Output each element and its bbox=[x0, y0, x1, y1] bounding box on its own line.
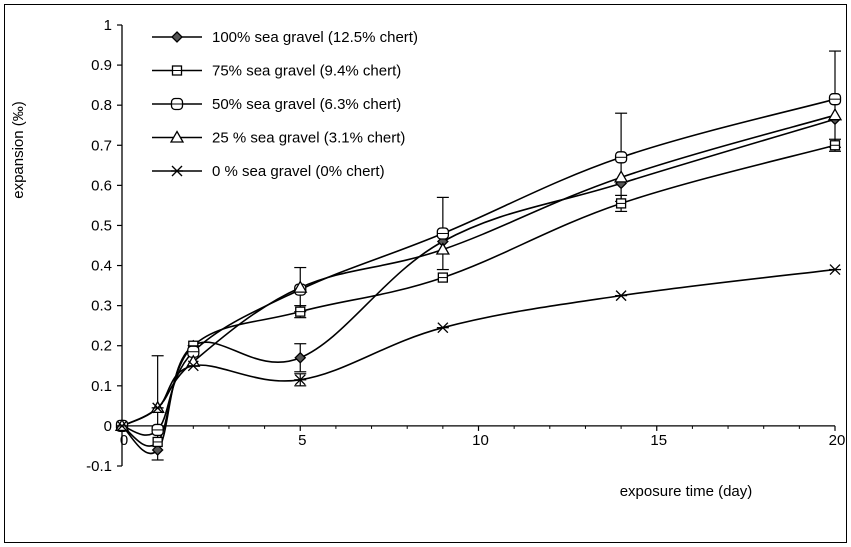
point-triangle bbox=[827, 107, 843, 121]
legend-label: 0 % sea gravel (0% chert) bbox=[212, 163, 385, 180]
y-tick-label: 0.5 bbox=[91, 217, 112, 234]
y-tick-label: -0.1 bbox=[86, 458, 112, 475]
point-asterisk bbox=[294, 374, 307, 386]
x-tick-label: 15 bbox=[650, 432, 667, 449]
legend-label: 50% sea gravel (6.3% chert) bbox=[212, 96, 401, 113]
x-tick-label: 5 bbox=[298, 432, 306, 449]
legend-label: 25 % sea gravel (3.1% chert) bbox=[212, 130, 405, 147]
y-tick-label: 0.3 bbox=[91, 298, 112, 315]
y-tick-label: 0 bbox=[104, 418, 112, 435]
markers bbox=[114, 93, 843, 456]
series-line-0 bbox=[121, 118, 836, 455]
legend-marker-triangle bbox=[169, 130, 185, 143]
legend-item: 75% sea gravel (9.4% chert) bbox=[152, 63, 401, 80]
legend-marker-square bbox=[171, 65, 183, 76]
point-square bbox=[829, 140, 841, 151]
legend-item: 0 % sea gravel (0% chert) bbox=[152, 163, 385, 180]
point-circle bbox=[614, 151, 628, 164]
point-asterisk bbox=[151, 402, 164, 414]
y-tick-label: 0.1 bbox=[91, 378, 112, 395]
point-diamond bbox=[151, 444, 164, 456]
legend-label: 75% sea gravel (9.4% chert) bbox=[212, 63, 401, 80]
point-triangle bbox=[613, 170, 629, 183]
legend-label: 100% sea gravel (12.5% chert) bbox=[212, 29, 418, 46]
point-square bbox=[152, 436, 163, 448]
x-tick-label: 0 bbox=[120, 432, 128, 449]
point-circle bbox=[828, 93, 842, 106]
series-line-3 bbox=[121, 114, 836, 427]
chart-frame bbox=[4, 4, 847, 543]
point-asterisk bbox=[116, 420, 128, 432]
legend-marker-circle bbox=[170, 97, 184, 111]
legend: 100% sea gravel (12.5% chert) 75% sea gra… bbox=[152, 29, 418, 180]
point-asterisk bbox=[187, 360, 200, 372]
point-triangle bbox=[293, 280, 308, 293]
y-tick-label: 0.6 bbox=[91, 177, 112, 194]
y-tick-label: 0.8 bbox=[91, 97, 112, 114]
legend-marker-diamond bbox=[171, 31, 183, 43]
legend-item: 100% sea gravel (12.5% chert) bbox=[152, 29, 418, 46]
y-tick-label: 0.2 bbox=[91, 338, 112, 355]
legend-item: 25 % sea gravel (3.1% chert) bbox=[152, 130, 405, 147]
y-tick-label: 0.4 bbox=[91, 258, 112, 275]
y-tick-label: 1 bbox=[104, 17, 112, 34]
point-circle bbox=[151, 423, 164, 437]
series-line-4 bbox=[121, 268, 836, 427]
series-line-1 bbox=[121, 144, 836, 447]
point-asterisk bbox=[829, 264, 841, 276]
point-square bbox=[615, 198, 627, 209]
legend-marker-asterisk bbox=[171, 165, 183, 177]
point-triangle bbox=[435, 242, 450, 255]
axes: -0.100.10.20.30.40.50.60.70.80.910 5 10 15 2… bbox=[86, 17, 845, 475]
x-tick-label: 10 bbox=[472, 432, 489, 449]
x-axis-title: exposure time (day) bbox=[620, 483, 753, 500]
x-tick-label: 20 bbox=[829, 432, 846, 449]
point-circle bbox=[436, 227, 450, 240]
point-asterisk bbox=[436, 322, 449, 334]
point-asterisk bbox=[615, 290, 628, 302]
point-diamond bbox=[294, 351, 307, 364]
point-square bbox=[295, 306, 306, 317]
y-axis-title: expansion (‰) bbox=[10, 101, 27, 199]
y-tick-label: 0.9 bbox=[91, 57, 112, 74]
point-square bbox=[437, 272, 449, 283]
y-tick-label: 0.7 bbox=[91, 137, 112, 154]
series-line-2 bbox=[121, 98, 836, 436]
series-lines bbox=[121, 98, 836, 455]
legend-item: 50% sea gravel (6.3% chert) bbox=[152, 96, 401, 113]
